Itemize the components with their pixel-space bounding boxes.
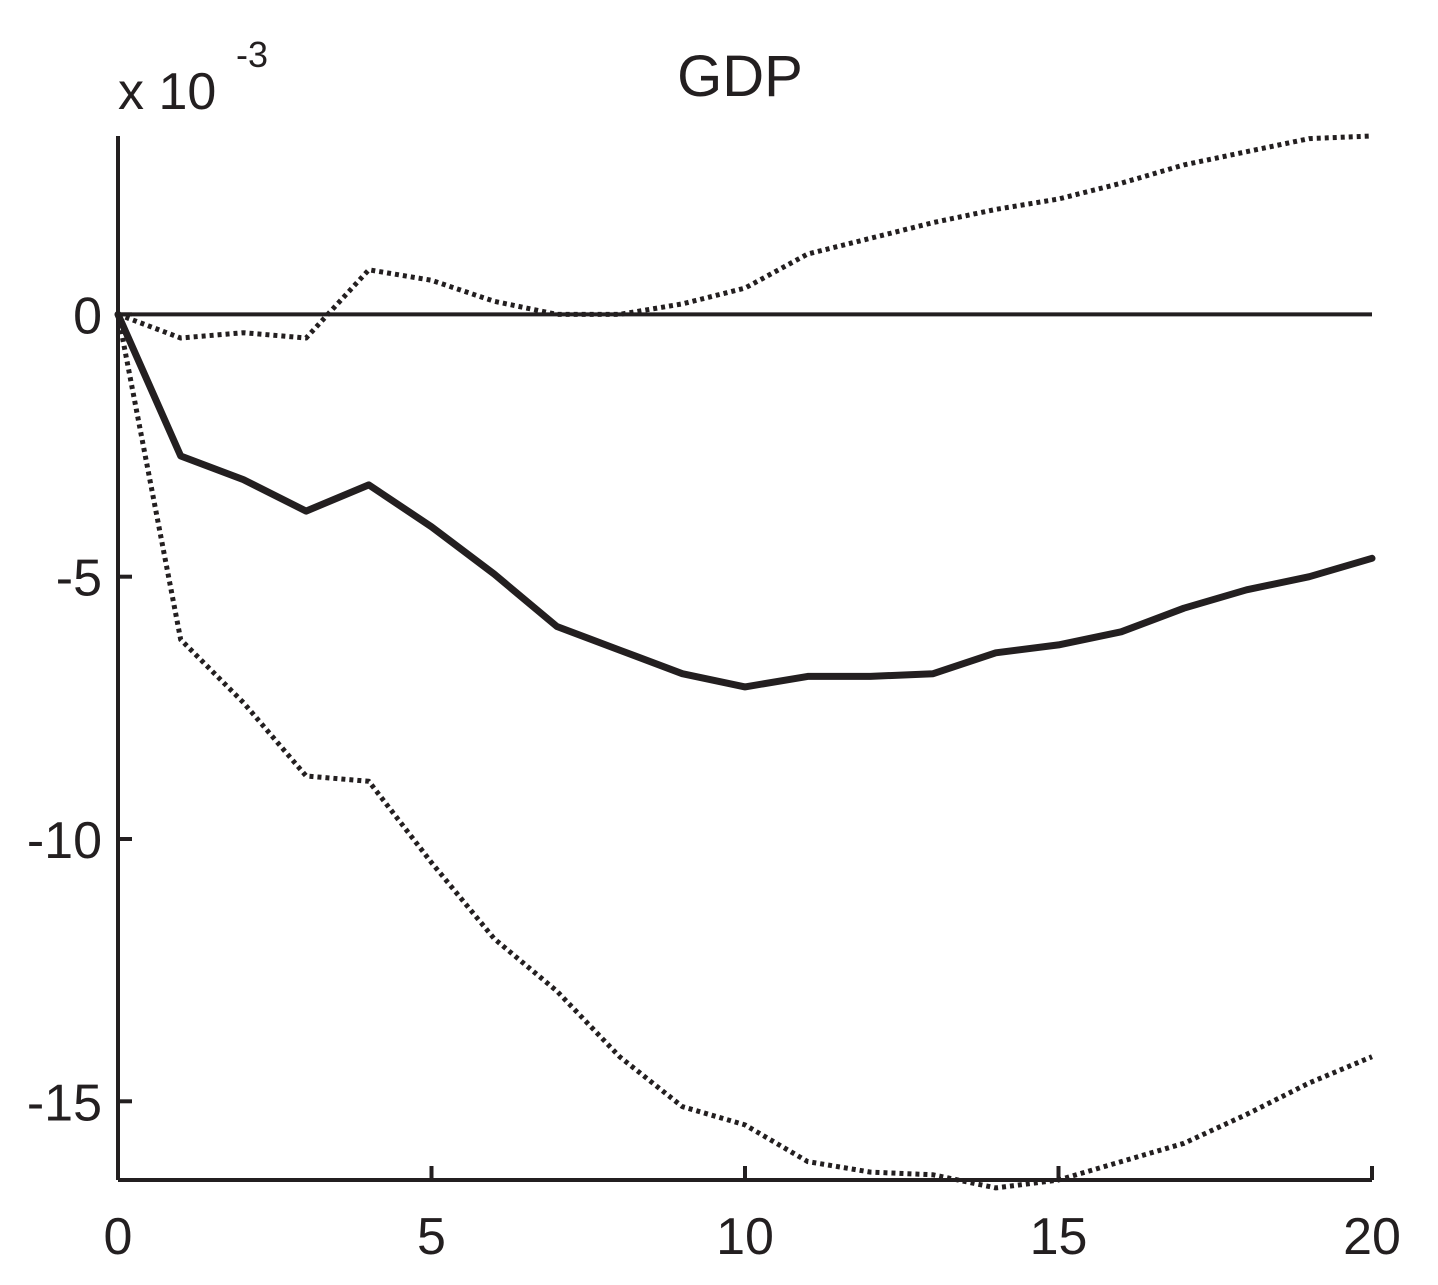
axis-multiplier: x 10 -3 <box>118 34 268 121</box>
x-tick-label: 5 <box>417 1208 446 1266</box>
axis-multiplier-exponent: -3 <box>236 34 268 75</box>
gdp-response-line <box>114 310 1376 691</box>
x-tick-label: 0 <box>104 1208 133 1266</box>
x-ticks: 0 5 10 15 20 <box>104 1166 1401 1266</box>
x-tick-label: 15 <box>1030 1208 1088 1266</box>
y-tick-label: -10 <box>27 812 102 870</box>
y-tick-label: -5 <box>56 550 102 608</box>
axis-multiplier-base: x 10 <box>118 63 216 121</box>
series <box>114 133 1376 1191</box>
chart-title: GDP <box>677 44 803 109</box>
lower-band-line <box>115 313 1373 1191</box>
x-tick-label: 20 <box>1343 1208 1401 1266</box>
y-tick-label: -15 <box>27 1074 102 1132</box>
axes <box>116 136 1372 1182</box>
y-tick-label: 0 <box>73 287 102 345</box>
x-tick-label: 10 <box>716 1208 774 1266</box>
upper-band-line <box>117 133 1373 341</box>
